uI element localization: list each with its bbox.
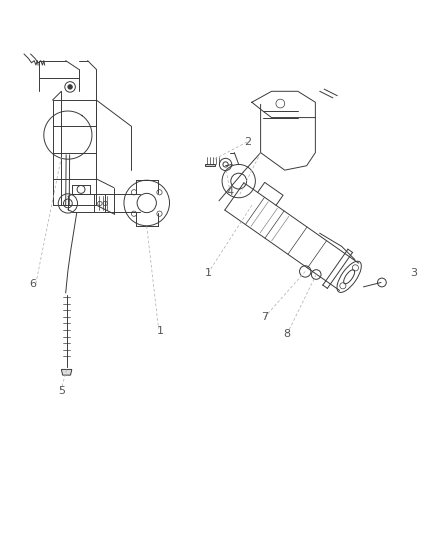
Text: 6: 6	[29, 279, 36, 289]
Circle shape	[68, 85, 72, 89]
Polygon shape	[205, 164, 215, 166]
Polygon shape	[61, 369, 72, 375]
Text: 1: 1	[205, 268, 212, 278]
Text: 5: 5	[58, 386, 65, 397]
Text: 1: 1	[156, 326, 163, 336]
Text: 3: 3	[410, 268, 417, 278]
Text: 7: 7	[261, 312, 268, 322]
Text: 2: 2	[244, 136, 251, 147]
Text: 4: 4	[226, 187, 233, 197]
Text: 8: 8	[283, 329, 290, 340]
